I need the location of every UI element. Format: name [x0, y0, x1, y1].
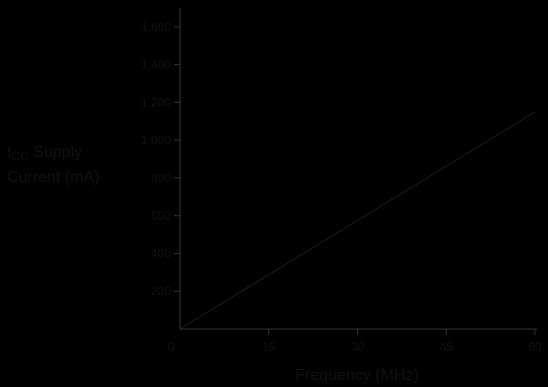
x-tick-label: 15 — [262, 340, 276, 354]
y-axis-label-text: Supply — [28, 144, 83, 161]
y-tick-label: 1,400 — [141, 58, 171, 72]
x-axis-label: Frequency (MHz) — [295, 367, 419, 384]
x-tick-label: 30 — [351, 340, 365, 354]
x-tick-label: 45 — [440, 340, 454, 354]
x-tick-label: 60 — [528, 340, 542, 354]
y-axis-label: ICC Supply Current (mA) — [7, 142, 99, 188]
axes — [174, 8, 537, 335]
tick-labels: 200 400 600 800 1,000 1,200 1,400 1,600 0 15 30 45 6… — [141, 20, 542, 354]
y-tick-label: 1,600 — [141, 20, 171, 34]
series-line — [179, 111, 536, 330]
y-tick-label: 1,200 — [141, 95, 171, 109]
plot-area — [179, 111, 536, 330]
y-axis-label-symbol: I — [7, 144, 12, 161]
y-axis-label-line1: ICC Supply — [7, 142, 99, 167]
y-tick-label: 800 — [151, 171, 171, 185]
y-tick-label: 400 — [151, 246, 171, 260]
y-tick-label: 600 — [151, 209, 171, 223]
x-tick-label: 0 — [168, 340, 175, 354]
y-axis-label-line2: Current (mA) — [7, 169, 100, 186]
y-tick-label: 200 — [151, 284, 171, 298]
y-axis-label-subscript: CC — [11, 149, 29, 163]
y-tick-label: 1,000 — [141, 133, 171, 147]
